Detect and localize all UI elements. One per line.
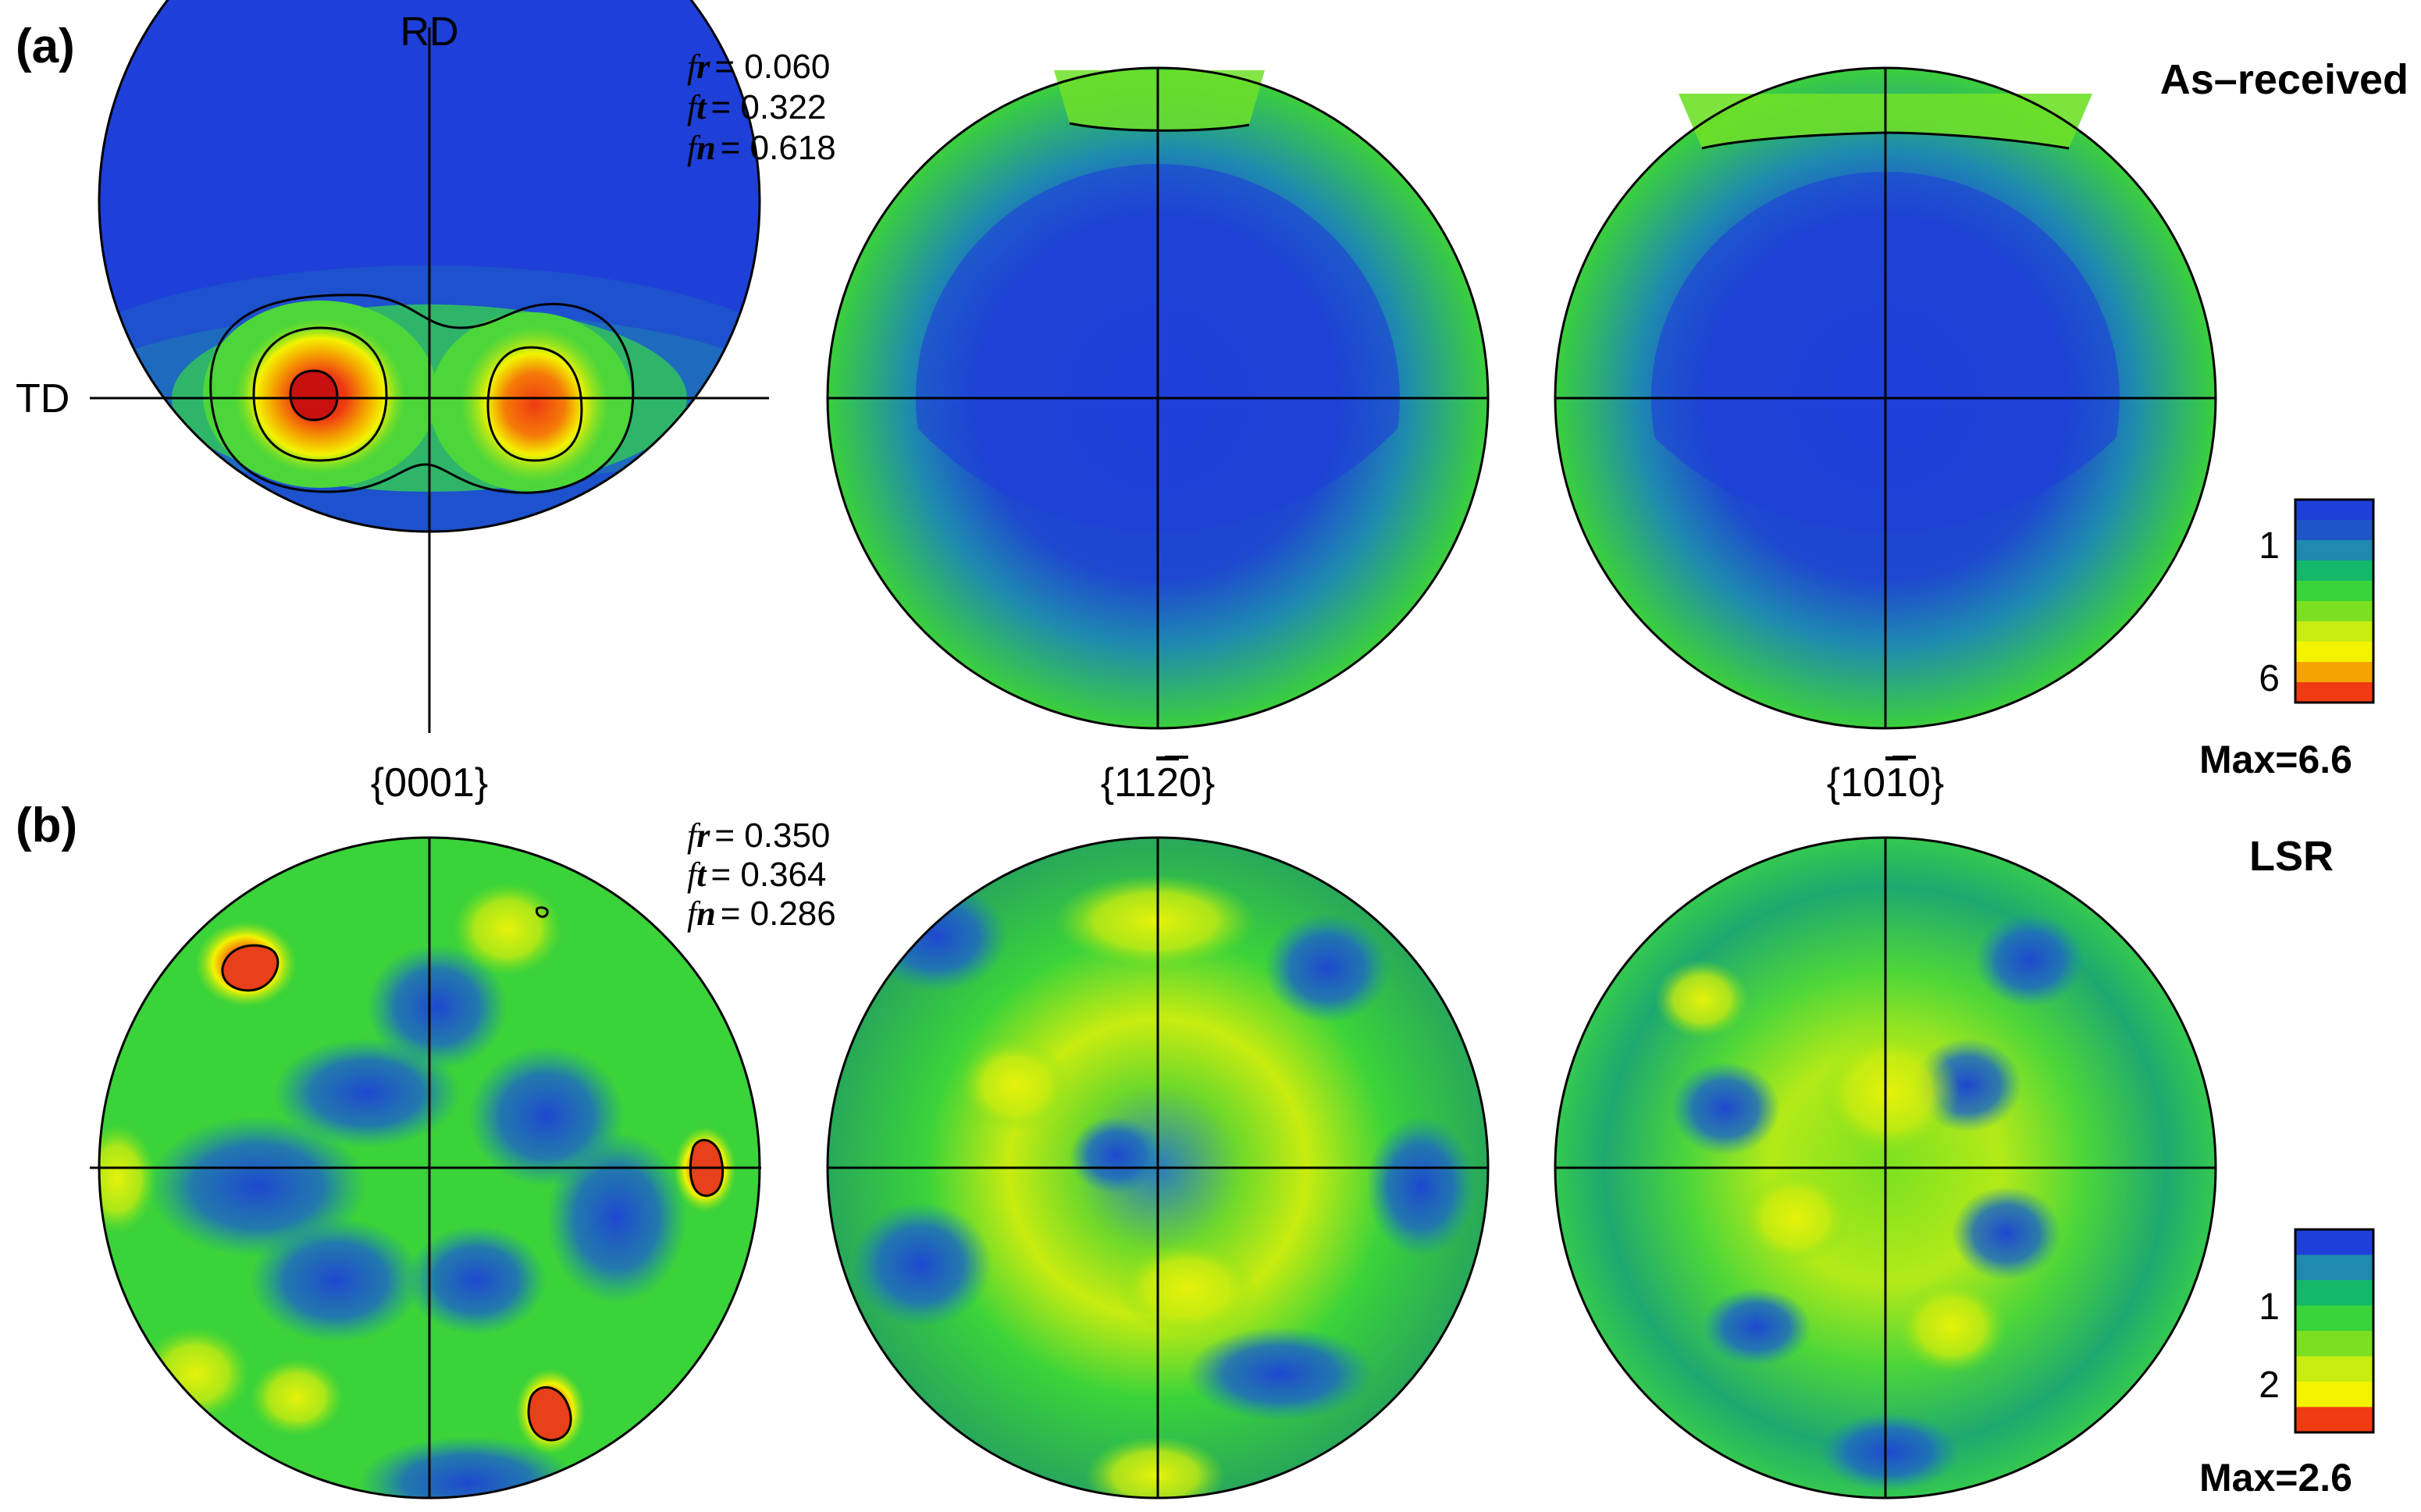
- legend-swatch: [2295, 1229, 2373, 1255]
- pole-figure-a-10-10: [1554, 66, 2217, 730]
- legend-swatch: [2295, 1356, 2373, 1382]
- legend-b-tick-1: 1: [2259, 1286, 2280, 1328]
- legend-a-max: Max=6.6: [2199, 738, 2352, 781]
- rd-label: RD: [400, 9, 458, 55]
- legend-swatch: [2295, 1305, 2373, 1332]
- legend-b-tick-2: 2: [2259, 1364, 2280, 1406]
- legend-border: [2294, 1228, 2375, 1434]
- legend-swatch: [2295, 1280, 2373, 1306]
- svg-text:fr= 0.060: fr = 0.060: [687, 48, 830, 86]
- legend-swatch: [2295, 1254, 2373, 1281]
- td-label: TD: [16, 376, 69, 422]
- legend-swatch: [2295, 500, 2373, 521]
- legend-swatch: [2295, 682, 2373, 703]
- legend-swatch: [2295, 1331, 2373, 1357]
- panel-label-b: (b): [16, 799, 77, 852]
- panel-label-a: (a): [16, 20, 75, 73]
- fractions-b: fr = 0.350 ft = 0.364 fn = 0.286: [687, 816, 836, 933]
- legend-swatch: [2295, 560, 2373, 582]
- pole-label-11-20: {1120}: [1101, 756, 1216, 806]
- svg-text:fn= 0.618: fn = 0.618: [687, 129, 836, 167]
- svg-text:ft= 0.322: ft = 0.322: [687, 88, 827, 126]
- legend-swatch: [2295, 601, 2373, 622]
- svg-text:ft= 0.364: ft = 0.364: [687, 856, 827, 894]
- pole-label-0001: {0001}: [371, 760, 488, 806]
- legend-b-max: Max=2.6: [2199, 1456, 2352, 1500]
- svg-text:{1010}: {1010}: [1827, 760, 1944, 806]
- legend-a-tick-6: 6: [2259, 658, 2280, 699]
- legend-swatch: [2295, 621, 2373, 642]
- fractions-a: fr = 0.060 ft = 0.322 fn = 0.618: [687, 48, 836, 167]
- condition-label-b: LSR: [2249, 833, 2334, 880]
- pole-figure-b-0001: [90, 836, 761, 1500]
- legend-border: [2294, 498, 2375, 704]
- svg-text:fn= 0.286: fn = 0.286: [687, 895, 836, 933]
- pole-figure-b-10-10: [1554, 836, 2217, 1500]
- condition-label-a: As–received: [2160, 56, 2409, 103]
- legend-a-tick-1: 1: [2259, 525, 2280, 567]
- legend-swatch: [2295, 662, 2373, 683]
- legend-swatch: [2295, 581, 2373, 602]
- color-legend-b: [2294, 1228, 2375, 1434]
- overbar-digit: 1: [1885, 760, 1908, 806]
- svg-text:{1120}: {1120}: [1101, 760, 1216, 806]
- legend-swatch: [2295, 540, 2373, 561]
- legend-swatch: [2295, 520, 2373, 541]
- legend-swatch: [2295, 642, 2373, 663]
- legend-swatch: [2295, 1407, 2373, 1433]
- pole-figure-a-11-20: [826, 66, 1490, 730]
- overbar-digit: 2: [1156, 760, 1179, 806]
- color-legend-a: [2294, 498, 2375, 704]
- svg-text:fr= 0.350: fr = 0.350: [687, 816, 830, 855]
- pole-label-10-10: {1010}: [1827, 756, 1944, 806]
- legend-swatch: [2295, 1382, 2373, 1407]
- pole-figure-b-11-20: [826, 836, 1490, 1500]
